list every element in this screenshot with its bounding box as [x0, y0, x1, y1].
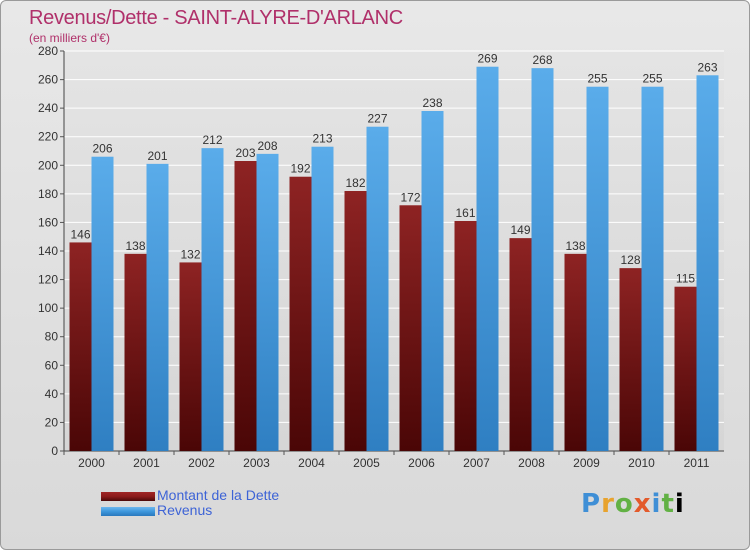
bar-revenus — [696, 75, 719, 452]
bar-revenus — [91, 156, 114, 451]
x-tick-label: 2000 — [78, 456, 105, 470]
y-tick-label: 20 — [45, 415, 59, 429]
y-tick-label: 120 — [38, 273, 58, 287]
legend-swatch-revenus — [101, 507, 155, 516]
x-tick-label: 2004 — [298, 456, 325, 470]
y-tick-label: 220 — [38, 130, 58, 144]
data-label-dette: 138 — [565, 239, 585, 253]
x-tick-label: 2007 — [463, 456, 490, 470]
data-label-revenus: 208 — [257, 139, 277, 153]
y-tick-label: 200 — [38, 158, 58, 172]
data-label-dette: 138 — [125, 239, 145, 253]
bar-revenus — [641, 86, 664, 451]
y-tick-label: 160 — [38, 215, 58, 229]
data-label-revenus: 213 — [312, 132, 332, 146]
data-label-revenus: 227 — [367, 112, 387, 126]
bar-dette — [234, 161, 257, 451]
chart-title: Revenus/Dette - SAINT-ALYRE-D'ARLANC — [29, 7, 403, 29]
x-tick-label: 2008 — [518, 456, 545, 470]
bar-revenus — [201, 148, 224, 451]
data-label-dette: 203 — [235, 146, 255, 160]
legend-label-revenus: Revenus — [157, 502, 213, 518]
data-label-revenus: 263 — [697, 60, 717, 74]
data-label-dette: 192 — [290, 162, 310, 176]
y-tick-label: 240 — [38, 101, 58, 115]
bar-dette — [69, 242, 92, 451]
x-tick-label: 2003 — [243, 456, 270, 470]
x-tick-label: 2006 — [408, 456, 435, 470]
data-label-revenus: 206 — [92, 142, 112, 156]
y-tick-label: 80 — [45, 330, 59, 344]
bar-dette — [344, 191, 367, 451]
bar-revenus — [421, 111, 444, 451]
bar-dette — [509, 238, 532, 451]
data-label-revenus: 201 — [147, 149, 167, 163]
bar-revenus — [586, 86, 609, 451]
data-label-dette: 146 — [70, 227, 90, 241]
bar-dette — [179, 262, 202, 451]
x-tick-label: 2011 — [684, 456, 710, 470]
bar-dette — [454, 221, 477, 451]
x-tick-label: 2009 — [573, 456, 600, 470]
data-label-dette: 172 — [400, 190, 420, 204]
y-tick-label: 140 — [38, 244, 58, 258]
data-label-dette: 161 — [455, 206, 475, 220]
data-label-revenus: 268 — [532, 53, 552, 67]
x-tick-label: 2005 — [353, 456, 380, 470]
y-tick-label: 280 — [38, 44, 58, 58]
bar-dette — [124, 253, 147, 451]
bar-dette — [619, 268, 642, 451]
legend-swatch-dette — [101, 492, 155, 501]
y-tick-label: 40 — [45, 387, 59, 401]
data-label-revenus: 212 — [202, 133, 222, 147]
y-tick-label: 180 — [38, 187, 58, 201]
y-tick-label: 260 — [38, 73, 58, 87]
data-label-revenus: 255 — [587, 72, 607, 86]
bar-revenus — [476, 66, 499, 451]
bar-revenus — [366, 126, 389, 451]
bar-revenus — [531, 68, 554, 452]
x-tick-label: 2010 — [628, 456, 655, 470]
bar-revenus — [256, 153, 279, 451]
proxiti-logo: Proxiti — [581, 489, 685, 519]
data-label-revenus: 255 — [642, 72, 662, 86]
bar-revenus — [311, 146, 334, 451]
data-label-dette: 149 — [510, 223, 530, 237]
x-tick-label: 2001 — [133, 456, 160, 470]
chart-subtitle: (en milliers d'€) — [29, 31, 110, 45]
bar-dette — [289, 176, 312, 451]
y-tick-label: 100 — [38, 301, 58, 315]
legend-label-dette: Montant de la Dette — [157, 487, 280, 503]
y-tick-label: 0 — [51, 444, 58, 458]
bar-dette — [564, 253, 587, 451]
bar-dette — [674, 286, 697, 451]
data-label-dette: 115 — [676, 272, 695, 286]
bar-revenus — [146, 163, 169, 451]
data-label-revenus: 269 — [477, 52, 497, 66]
bar-dette — [399, 205, 422, 451]
data-label-dette: 128 — [620, 253, 640, 267]
x-tick-label: 2002 — [188, 456, 215, 470]
y-tick-label: 60 — [45, 358, 59, 372]
data-label-dette: 182 — [345, 176, 365, 190]
data-label-revenus: 238 — [422, 96, 442, 110]
data-label-dette: 132 — [180, 247, 200, 261]
